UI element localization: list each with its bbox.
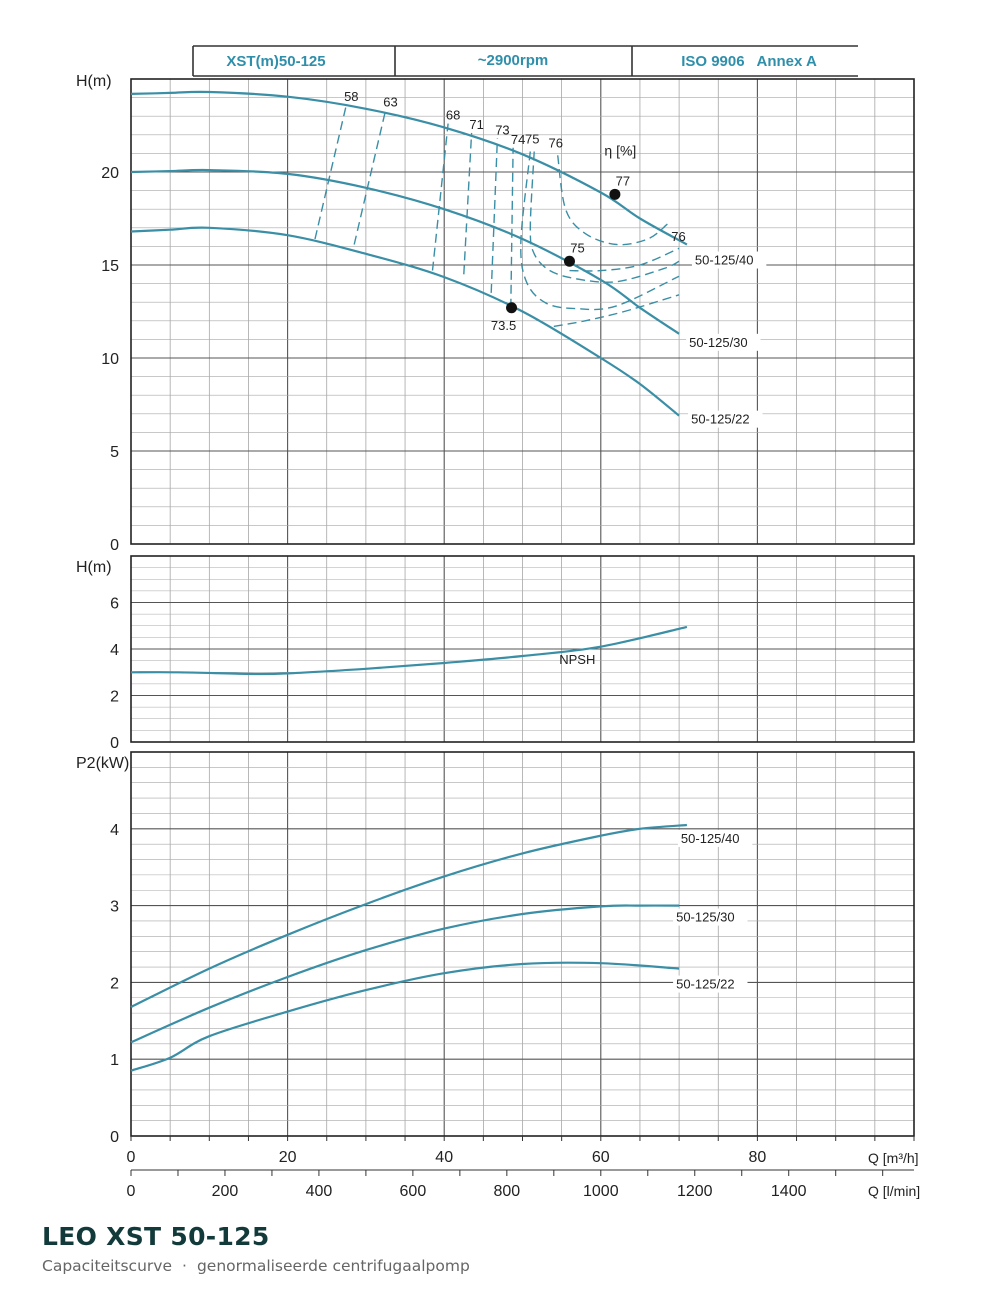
series-label-22: 50-125/22	[676, 977, 735, 992]
chart-header-bar: XST(m)50-125 ~2900rpm ISO 9906 Annex A	[192, 45, 858, 77]
bep-label: 73.5	[491, 318, 516, 333]
y-tick-label: 0	[110, 537, 119, 554]
x-axis-label-lmin: Q [l/min]	[868, 1183, 920, 1199]
y-tick-label: 0	[110, 735, 119, 752]
efficiency-contour	[569, 247, 680, 272]
series-label-40: 50-125/40	[695, 253, 754, 268]
product-title: LEO XST 50-125	[42, 1222, 270, 1251]
header-standard: ISO 9906 Annex A	[681, 53, 817, 70]
y-tick-label: 15	[101, 258, 119, 275]
series-label-30: 50-125/30	[689, 335, 748, 350]
subtitle: Capaciteitscurve · genormaliseerde centrif…	[42, 1257, 470, 1275]
power-curve-50-125/40	[130, 823, 687, 1008]
efficiency-line	[314, 104, 347, 240]
npsh-frame	[130, 555, 915, 743]
efficiency-label: 71	[469, 117, 483, 132]
npsh-panel: 0 2 4 6 H(m) NPSH	[76, 555, 915, 752]
y-axis-label: H(m)	[76, 73, 112, 90]
efficiency-label: 63	[383, 95, 397, 110]
header-model: XST(m)50-125	[226, 53, 325, 70]
x-tick-label-m3h: 60	[592, 1149, 610, 1166]
efficiency-contour	[553, 294, 680, 328]
x-tick-label-lmin: 600	[400, 1183, 427, 1200]
x-axis-label-m3h: Q [m³/h]	[868, 1150, 919, 1166]
series-label-bg	[673, 975, 748, 993]
head-curve-50-125/22	[130, 226, 680, 417]
head-panel: 05101520H(m)5863687173747576777573.57675…	[76, 73, 915, 554]
header-speed: ~2900rpm	[478, 52, 548, 69]
efficiency-label: 74	[511, 132, 525, 147]
efficiency-contour	[520, 151, 680, 311]
series-label-40: 50-125/40	[681, 831, 740, 846]
bep-point	[563, 255, 575, 267]
y-tick-label: 1	[110, 1052, 119, 1069]
efficiency-line	[463, 132, 473, 275]
subtitle-left: Capaciteitscurve	[42, 1257, 172, 1275]
series-label-bg	[686, 333, 761, 351]
series-label-bg	[677, 829, 753, 847]
power-curve-50-125/30	[130, 904, 680, 1044]
x-tick-label-lmin: 1200	[677, 1183, 713, 1200]
efficiency-axis-label: η [%]	[604, 142, 636, 158]
x-tick-label-lmin: 0	[127, 1183, 136, 1200]
y-axis-label: H(m)	[76, 559, 112, 576]
bep-point	[506, 302, 518, 314]
x-tick-label-lmin: 1000	[583, 1183, 619, 1200]
y-tick-label: 4	[110, 642, 119, 659]
x-tick-label-lmin: 200	[212, 1183, 239, 1200]
efficiency-line	[353, 110, 387, 245]
efficiency-label: 73	[495, 123, 509, 138]
efficiency-contour-label: 75	[525, 132, 539, 147]
y-tick-label: 0	[110, 1129, 119, 1146]
x-tick-label-m3h: 20	[279, 1149, 297, 1166]
subtitle-right: genormaliseerde centrifugaalpomp	[196, 1257, 470, 1275]
y-tick-label: 20	[101, 165, 119, 182]
y-tick-label: 10	[101, 351, 119, 368]
x-tick-label-lmin: 400	[306, 1183, 333, 1200]
y-tick-label: 6	[110, 596, 119, 613]
series-label-bg	[688, 410, 763, 428]
head-frame	[130, 78, 915, 545]
y-tick-label: 2	[110, 689, 119, 706]
efficiency-line	[431, 123, 449, 271]
head-curve-50-125/40	[130, 90, 688, 246]
series-label-30: 50-125/30	[676, 910, 735, 925]
bep-label: 75	[570, 240, 584, 255]
y-tick-label: 5	[110, 444, 119, 461]
x-tick-label-lmin: 1400	[771, 1183, 807, 1200]
efficiency-label: 68	[446, 108, 460, 123]
y-tick-label: 2	[110, 975, 119, 992]
efficiency-contour-label: 76	[549, 135, 563, 150]
head-curve-50-125/30	[130, 168, 680, 335]
subtitle-separator: ·	[182, 1257, 187, 1275]
efficiency-tail-label: 76	[671, 229, 685, 244]
efficiency-label: 58	[344, 89, 358, 104]
efficiency-line	[490, 138, 499, 293]
efficiency-contour	[557, 155, 668, 246]
x-tick-label-m3h: 0	[127, 1149, 136, 1166]
x-tick-label-m3h: 40	[435, 1149, 453, 1166]
series-label-22: 50-125/22	[691, 412, 750, 427]
power-panel: 0 1 2 3 4 P2(kW) 50-125/40 50-125/30 50-125/22 0 2…	[76, 751, 920, 1200]
x-tick-label-lmin: 800	[493, 1183, 520, 1200]
efficiency-line	[510, 147, 514, 308]
bep-label: 77	[616, 173, 630, 188]
x-tick-label-m3h: 80	[749, 1149, 767, 1166]
series-label-bg	[673, 908, 748, 926]
y-tick-label: 4	[110, 822, 119, 839]
series-label-npsh: NPSH	[559, 652, 595, 667]
bep-point	[609, 188, 621, 200]
footer-title-block: LEO XST 50-125 Capaciteitscurve · genormal…	[42, 1222, 470, 1275]
y-axis-label: P2(kW)	[76, 755, 129, 772]
power-curve-50-125/22	[130, 961, 680, 1072]
npsh-curve	[130, 625, 688, 676]
series-label-bg	[691, 251, 767, 269]
efficiency-contour	[529, 151, 680, 283]
y-tick-label: 3	[110, 899, 119, 916]
